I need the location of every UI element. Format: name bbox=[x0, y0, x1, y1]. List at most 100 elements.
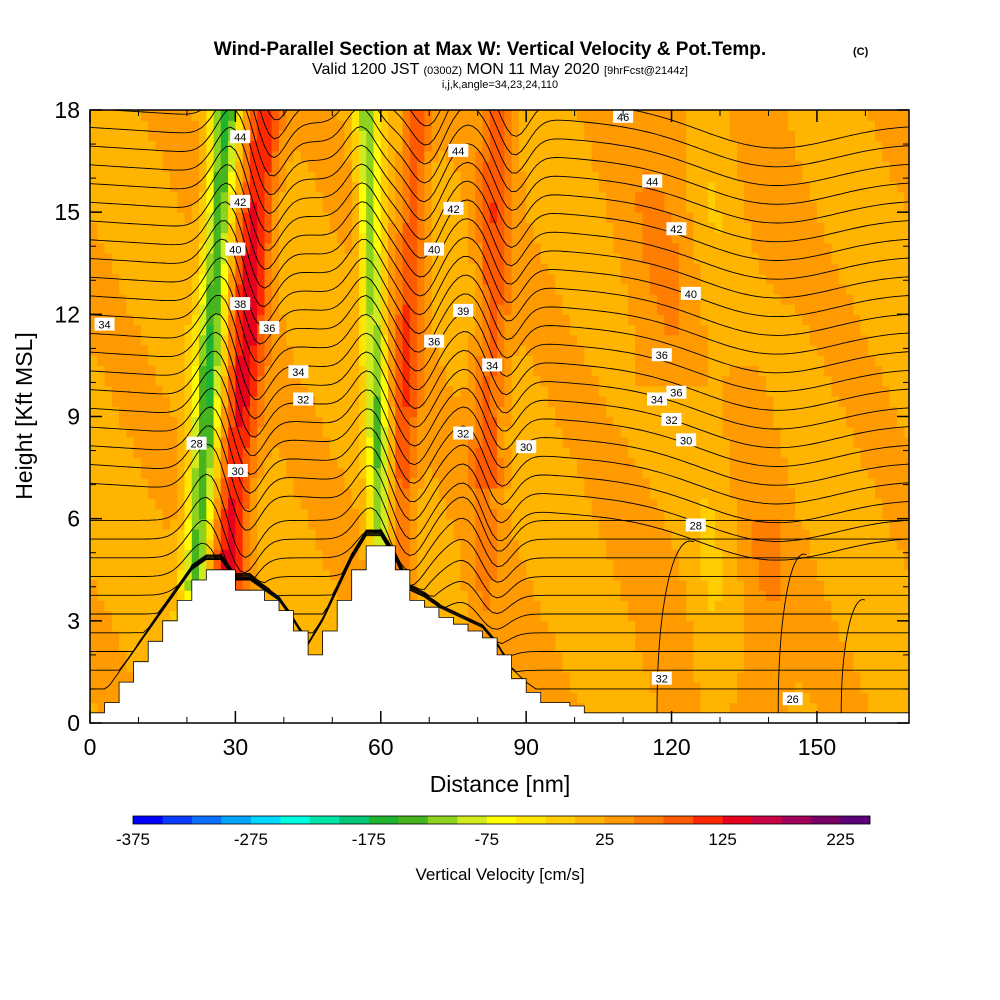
velocity-cell bbox=[569, 416, 578, 428]
velocity-cell bbox=[431, 365, 440, 377]
velocity-cell bbox=[111, 212, 120, 223]
velocity-cell bbox=[598, 528, 607, 540]
velocity-cell bbox=[329, 314, 338, 326]
velocity-cell bbox=[431, 324, 440, 336]
velocity-cell bbox=[257, 212, 266, 223]
velocity-cell bbox=[315, 426, 324, 438]
velocity-cell bbox=[97, 150, 106, 162]
velocity-cell bbox=[148, 232, 157, 244]
velocity-cell bbox=[584, 661, 593, 673]
velocity-cell bbox=[90, 293, 98, 305]
velocity-cell bbox=[402, 345, 411, 356]
velocity-cell bbox=[126, 508, 135, 520]
velocity-cell bbox=[446, 457, 455, 469]
velocity-cell bbox=[191, 569, 200, 581]
velocity-cell bbox=[300, 620, 309, 632]
chart-title-mark: (C) bbox=[853, 46, 869, 58]
velocity-cell bbox=[468, 569, 476, 581]
velocity-cell bbox=[199, 457, 207, 469]
velocity-cell bbox=[199, 324, 207, 336]
velocity-cell bbox=[482, 631, 491, 642]
velocity-cell bbox=[438, 508, 447, 520]
velocity-cell bbox=[627, 365, 636, 377]
velocity-cell bbox=[271, 416, 280, 428]
velocity-cell bbox=[184, 242, 193, 254]
velocity-cell bbox=[664, 293, 673, 305]
velocity-cell bbox=[322, 253, 331, 264]
velocity-cell bbox=[555, 150, 564, 162]
velocity-cell bbox=[395, 181, 404, 193]
velocity-cell bbox=[199, 396, 207, 407]
velocity-cell bbox=[453, 457, 462, 469]
velocity-cell bbox=[424, 232, 433, 244]
velocity-cell bbox=[380, 355, 389, 366]
velocity-cell bbox=[657, 232, 665, 244]
velocity-cell bbox=[417, 488, 425, 499]
velocity-cell bbox=[591, 682, 600, 693]
velocity-cell bbox=[148, 334, 157, 346]
velocity-cell bbox=[686, 222, 694, 234]
velocity-cell bbox=[664, 539, 673, 550]
velocity-cell bbox=[686, 641, 694, 653]
velocity-cell bbox=[213, 130, 222, 142]
velocity-cell bbox=[438, 171, 447, 183]
velocity-cell bbox=[540, 140, 549, 152]
velocity-cell bbox=[606, 528, 614, 540]
velocity-cell bbox=[140, 600, 149, 612]
velocity-cell bbox=[395, 263, 404, 274]
velocity-cell bbox=[300, 508, 309, 520]
velocity-cell bbox=[199, 253, 207, 264]
velocity-cell bbox=[104, 201, 113, 213]
velocity-cell bbox=[453, 375, 462, 387]
velocity-cell bbox=[155, 181, 164, 193]
velocity-cell bbox=[119, 518, 127, 530]
velocity-cell bbox=[308, 620, 316, 632]
velocity-cell bbox=[475, 314, 484, 326]
velocity-cell bbox=[627, 651, 636, 663]
velocity-cell bbox=[315, 365, 324, 377]
velocity-cell bbox=[504, 242, 513, 254]
velocity-cell bbox=[359, 273, 367, 285]
velocity-cell bbox=[635, 631, 644, 642]
velocity-cell bbox=[569, 171, 578, 183]
velocity-cell bbox=[635, 140, 644, 152]
velocity-cell bbox=[184, 508, 193, 520]
velocity-cell bbox=[664, 212, 673, 223]
velocity-cell bbox=[468, 559, 476, 571]
velocity-cell bbox=[104, 365, 113, 377]
velocity-cell bbox=[111, 191, 120, 203]
velocity-cell bbox=[475, 365, 484, 377]
velocity-cell bbox=[177, 549, 186, 561]
velocity-cell bbox=[315, 314, 324, 326]
velocity-cell bbox=[533, 620, 542, 632]
velocity-cell bbox=[97, 140, 106, 152]
velocity-cell bbox=[424, 263, 433, 274]
velocity-cell bbox=[249, 314, 258, 326]
velocity-cell bbox=[380, 477, 389, 489]
velocity-cell bbox=[126, 396, 135, 407]
velocity-cell bbox=[329, 140, 338, 152]
velocity-cell bbox=[133, 457, 142, 469]
velocity-cell bbox=[620, 702, 629, 714]
velocity-cell bbox=[104, 110, 113, 121]
velocity-cell bbox=[119, 334, 127, 346]
velocity-cell bbox=[213, 457, 222, 469]
velocity-cell bbox=[475, 528, 484, 540]
velocity-cell bbox=[308, 120, 316, 131]
velocity-cell bbox=[438, 314, 447, 326]
velocity-cell bbox=[97, 651, 106, 663]
velocity-cell bbox=[337, 477, 346, 489]
velocity-cell bbox=[606, 436, 614, 448]
velocity-cell bbox=[613, 488, 622, 499]
velocity-cell bbox=[642, 375, 651, 387]
velocity-cell bbox=[220, 191, 229, 203]
velocity-cell bbox=[620, 610, 629, 622]
velocity-cell bbox=[199, 498, 207, 509]
velocity-cell bbox=[170, 406, 178, 418]
velocity-cell bbox=[242, 457, 251, 469]
velocity-cell bbox=[504, 283, 513, 295]
velocity-cell bbox=[213, 385, 222, 397]
velocity-cell bbox=[308, 293, 316, 305]
velocity-cell bbox=[453, 191, 462, 203]
velocity-cell bbox=[409, 263, 418, 274]
